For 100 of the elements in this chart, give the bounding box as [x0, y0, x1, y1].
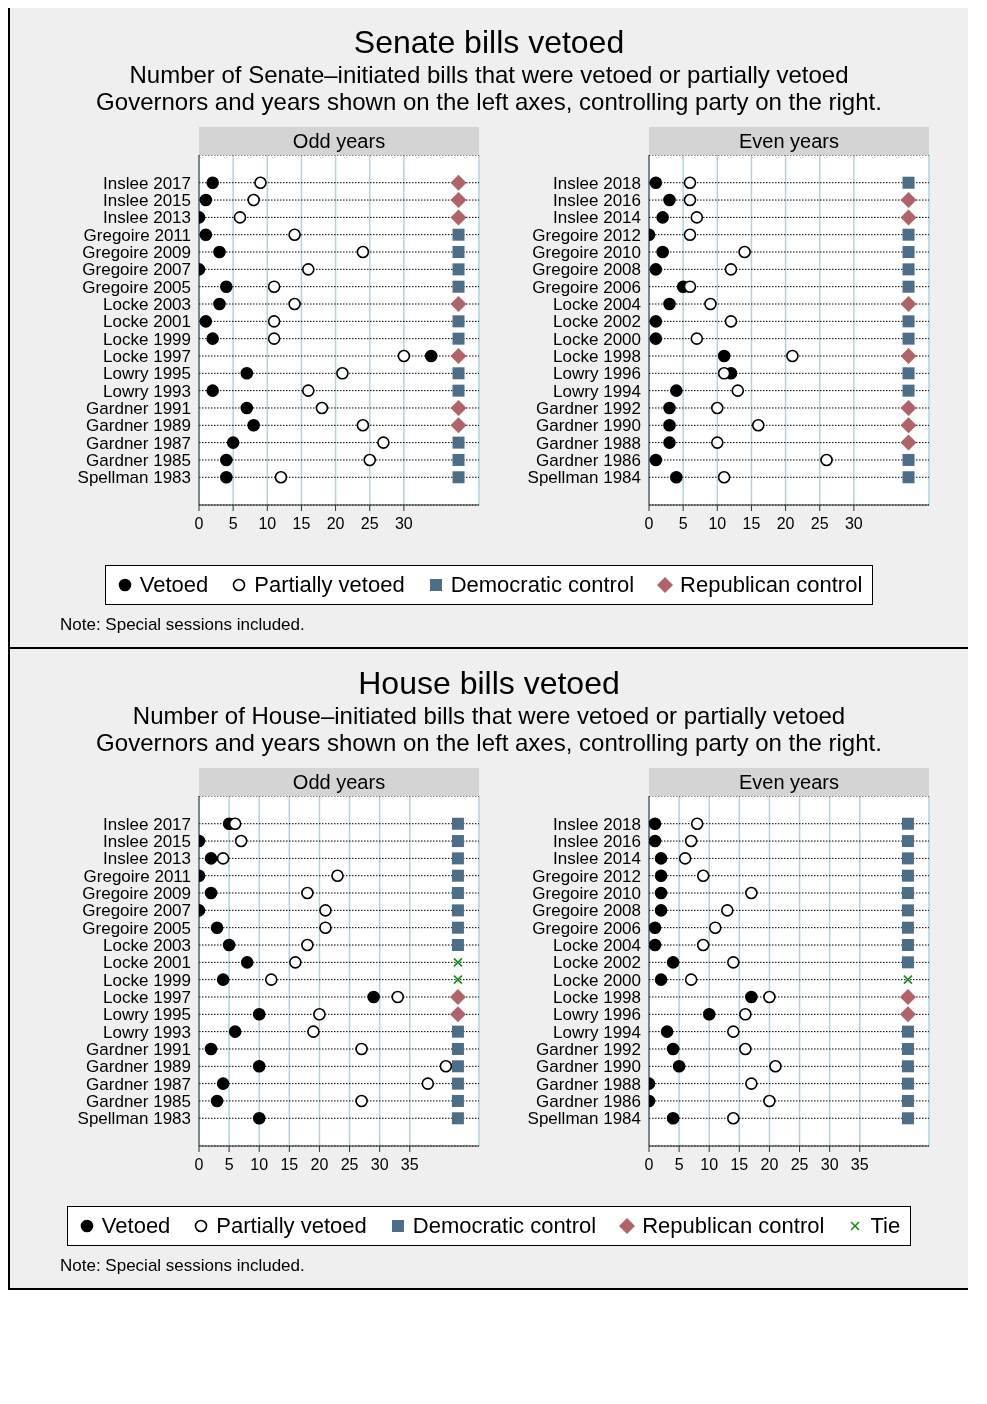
point: [900, 192, 917, 209]
point: [710, 436, 724, 449]
y-tick-label: Inslee 2016: [553, 832, 641, 852]
point: [902, 263, 915, 276]
point: [656, 211, 669, 224]
y-tick-label: Gardner 1992: [536, 399, 641, 419]
chart-title: Odd years: [199, 768, 479, 796]
legend-label: Tie: [870, 1213, 901, 1239]
y-tick-label: Spellman 1984: [527, 468, 641, 488]
point: [267, 315, 281, 328]
point: [666, 956, 680, 969]
point: [684, 973, 698, 986]
y-tick-label: Gardner 1992: [536, 1040, 641, 1060]
legend-label: Vetoed: [139, 572, 209, 598]
point: [452, 471, 465, 484]
x-tick-label: 5: [678, 515, 688, 532]
point: [267, 280, 281, 293]
point: [654, 869, 668, 882]
point: [649, 315, 663, 328]
point: [450, 296, 467, 313]
point: [899, 1006, 916, 1023]
point: [288, 228, 301, 241]
point: [451, 852, 464, 865]
point: [683, 228, 697, 241]
y-tick-label: Inslee 2015: [103, 191, 191, 211]
point: [900, 417, 917, 434]
y-tick-label: Gregoire 2010: [532, 243, 641, 263]
y-tick-label: Gardner 1987: [86, 1074, 191, 1094]
point: [267, 332, 281, 345]
point: [451, 921, 464, 934]
y-tick-label: Locke 2004: [553, 295, 641, 315]
text: Number of Senate–initiated bills that were vetoed or partially vetoed: [128, 61, 850, 88]
x-tick-label: 0: [644, 1156, 654, 1173]
point: [204, 886, 218, 900]
point: [206, 176, 219, 190]
point: [672, 1060, 686, 1073]
text: House bills vetoed: [357, 665, 621, 702]
point: [206, 332, 219, 345]
point: [663, 419, 676, 432]
point: [902, 367, 915, 380]
point: [288, 297, 301, 311]
point: [899, 988, 916, 1005]
point: [289, 956, 302, 969]
y-tick-label: Inslee 2018: [553, 173, 641, 193]
y-tick-label: Locke 1997: [103, 347, 191, 367]
text: Note: Special sessions included.: [60, 615, 306, 635]
point: [901, 835, 914, 848]
point: [902, 453, 915, 466]
point: [226, 436, 240, 449]
y-tick-label: Locke 2004: [553, 936, 641, 956]
point: [717, 349, 731, 363]
point: [902, 246, 915, 259]
point: [336, 367, 349, 380]
point: [684, 834, 698, 848]
point: [900, 399, 917, 416]
point: [228, 817, 242, 831]
text: Note: Special sessions included.: [60, 1256, 306, 1276]
point: [450, 347, 467, 364]
legend-label: Democratic control: [412, 1213, 597, 1239]
y-tick-label: Locke 2001: [103, 312, 191, 332]
point: [449, 1006, 466, 1023]
y-tick-label: Locke 2003: [103, 295, 191, 315]
point: [247, 193, 260, 207]
point: [649, 263, 663, 276]
point: [902, 471, 915, 484]
y-tick-label: Gregoire 2005: [82, 918, 191, 938]
point: [319, 904, 332, 917]
point: [452, 280, 465, 293]
y-tick-label: Inslee 2018: [553, 814, 641, 834]
x-tick-label: 0: [194, 1156, 204, 1173]
point: [377, 436, 390, 449]
point: [745, 1077, 758, 1090]
legend-label: Democratic control: [450, 572, 635, 598]
point: [763, 990, 776, 1004]
x-tick-label: 25: [790, 1156, 809, 1173]
y-tick-label: Lowry 1995: [103, 364, 191, 384]
point: [738, 245, 751, 259]
x-tick-label: 30: [394, 515, 413, 532]
point: [739, 1008, 752, 1021]
x-tick-label: 5: [228, 515, 238, 532]
x-tick-label: 20: [760, 1156, 779, 1173]
point: [902, 332, 915, 345]
y-tick-label: Locke 1999: [103, 970, 191, 990]
point: [452, 246, 465, 259]
point: [451, 1042, 464, 1055]
point: [702, 1008, 716, 1021]
point: [649, 332, 663, 345]
x-tick-label: 35: [400, 1156, 419, 1173]
y-tick-label: Gregoire 2006: [532, 277, 641, 297]
point: [720, 904, 734, 917]
point: [901, 1060, 914, 1073]
y-tick-label: Gregoire 2012: [532, 225, 641, 245]
point: [233, 211, 247, 224]
point: [751, 419, 765, 432]
y-tick-label: Gregoire 2005: [82, 277, 191, 297]
point: [666, 1111, 680, 1125]
x-tick-label: 15: [292, 515, 311, 532]
y-tick-label: Gardner 1988: [536, 1074, 641, 1094]
point: [452, 228, 465, 241]
point: [708, 921, 722, 934]
